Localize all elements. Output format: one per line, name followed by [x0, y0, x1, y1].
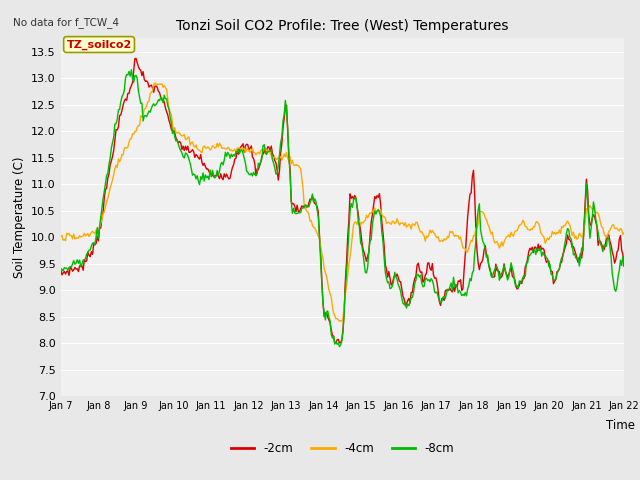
Legend: -2cm, -4cm, -8cm: -2cm, -4cm, -8cm	[226, 437, 459, 460]
Text: No data for f_TCW_4: No data for f_TCW_4	[13, 17, 119, 28]
Title: Tonzi Soil CO2 Profile: Tree (West) Temperatures: Tonzi Soil CO2 Profile: Tree (West) Temp…	[176, 19, 509, 33]
Y-axis label: Soil Temperature (C): Soil Temperature (C)	[13, 156, 26, 278]
X-axis label: Time: Time	[606, 419, 636, 432]
Text: TZ_soilco2: TZ_soilco2	[67, 39, 132, 49]
